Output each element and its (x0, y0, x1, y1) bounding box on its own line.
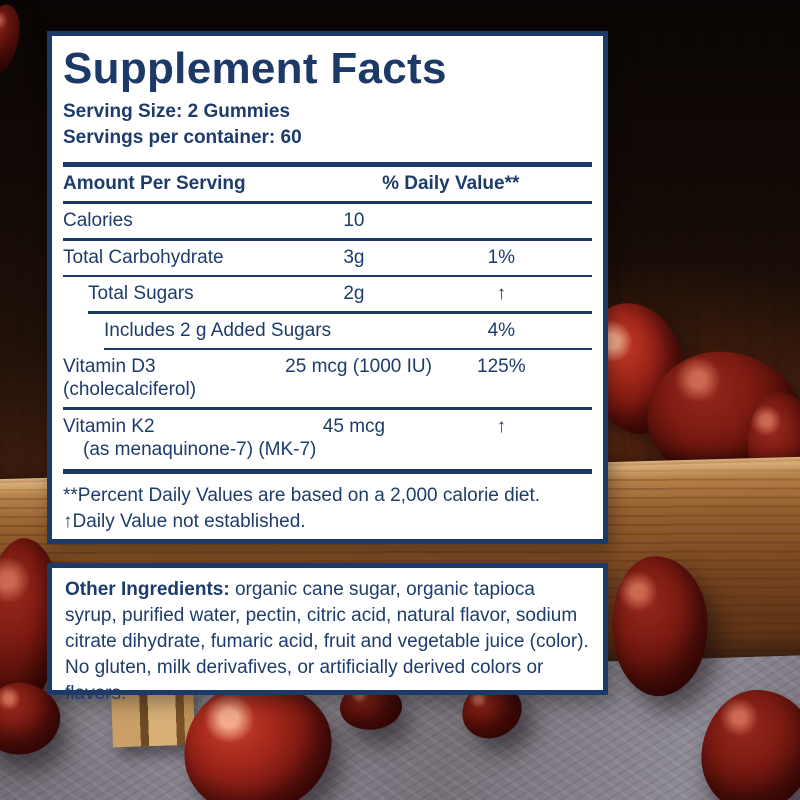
nutrient-name: Calories (63, 210, 133, 231)
row-added-sugars: Includes 2 g Added Sugars 4% (63, 314, 592, 348)
divider (63, 407, 592, 410)
nutrient-name: Total Carbohydrate (63, 246, 224, 268)
nutrient-daily-value: 125% (477, 356, 526, 377)
nutrient-daily-value: 4% (487, 319, 516, 341)
divider (63, 238, 592, 241)
amount-per-serving-header: Amount Per Serving (63, 173, 246, 194)
footnotes: **Percent Daily Values are based on a 2,… (63, 483, 592, 535)
nutrient-name-line2: (as menaquinone-7) (MK-7) (83, 439, 317, 460)
servings-per-container-line: Servings per container: 60 (63, 127, 302, 148)
other-ingredients-body: organic cane sugar, organic tapioca syru… (65, 579, 589, 704)
nutrient-name-line1: Vitamin K2 (63, 416, 155, 437)
nutrient-name: Vitamin K2 (as menaquinone-7) (MK-7) (63, 415, 317, 461)
daily-value-header: % Daily Value** (382, 173, 520, 194)
divider (88, 311, 592, 314)
nutrient-daily-value: ↑ (496, 283, 507, 304)
divider (63, 469, 592, 474)
nutrient-daily-value: ↑ (496, 416, 507, 437)
other-ingredients-label: Other Ingredients: (65, 579, 230, 600)
nutrient-name: Includes 2 g Added Sugars (104, 319, 332, 341)
row-calories: Calories 10 (63, 204, 592, 238)
serving-size-line: Serving Size: 2 Gummies (63, 101, 291, 122)
nutrient-daily-value: 1% (487, 246, 516, 268)
nutrient-amount: 2g (343, 283, 365, 304)
nutrient-amount: 45 mcg (322, 416, 386, 437)
nutrient-amount: 3g (343, 246, 365, 268)
nutrient-amount: 25 mcg (1000 IU) (285, 356, 432, 377)
supplement-facts-title: Supplement Facts (63, 44, 447, 93)
divider (63, 162, 592, 167)
nutrient-name: Vitamin D3 (cholecalciferol) (63, 355, 285, 401)
divider (63, 201, 592, 204)
row-vitamin-d3: Vitamin D3 (cholecalciferol) 25 mcg (100… (63, 350, 592, 407)
nutrient-name: Total Sugars (88, 283, 194, 304)
divider (104, 347, 592, 350)
facts-header-row: Amount Per Serving % Daily Value** (63, 167, 592, 201)
nutrient-name-line2: (cholecalciferol) (63, 379, 197, 400)
row-total-sugars: Total Sugars 2g ↑ (63, 277, 592, 311)
footnote-dv-not-established: ↑Daily Value not established. (63, 511, 306, 532)
row-total-carbohydrate: Total Carbohydrate 3g 1% (63, 241, 592, 275)
divider (63, 274, 592, 277)
row-vitamin-k2: Vitamin K2 (as menaquinone-7) (MK-7) 45 … (63, 410, 592, 467)
other-ingredients-text: Other Ingredients: organic cane sugar, o… (65, 577, 590, 707)
supplement-facts-panel: Supplement Facts Serving Size: 2 Gummies… (47, 31, 608, 544)
nutrient-name-line1: Vitamin D3 (63, 356, 156, 377)
footnote-daily-values: **Percent Daily Values are based on a 2,… (63, 485, 541, 506)
other-ingredients-panel: Other Ingredients: organic cane sugar, o… (47, 563, 608, 704)
nutrient-amount: 10 (343, 210, 365, 231)
